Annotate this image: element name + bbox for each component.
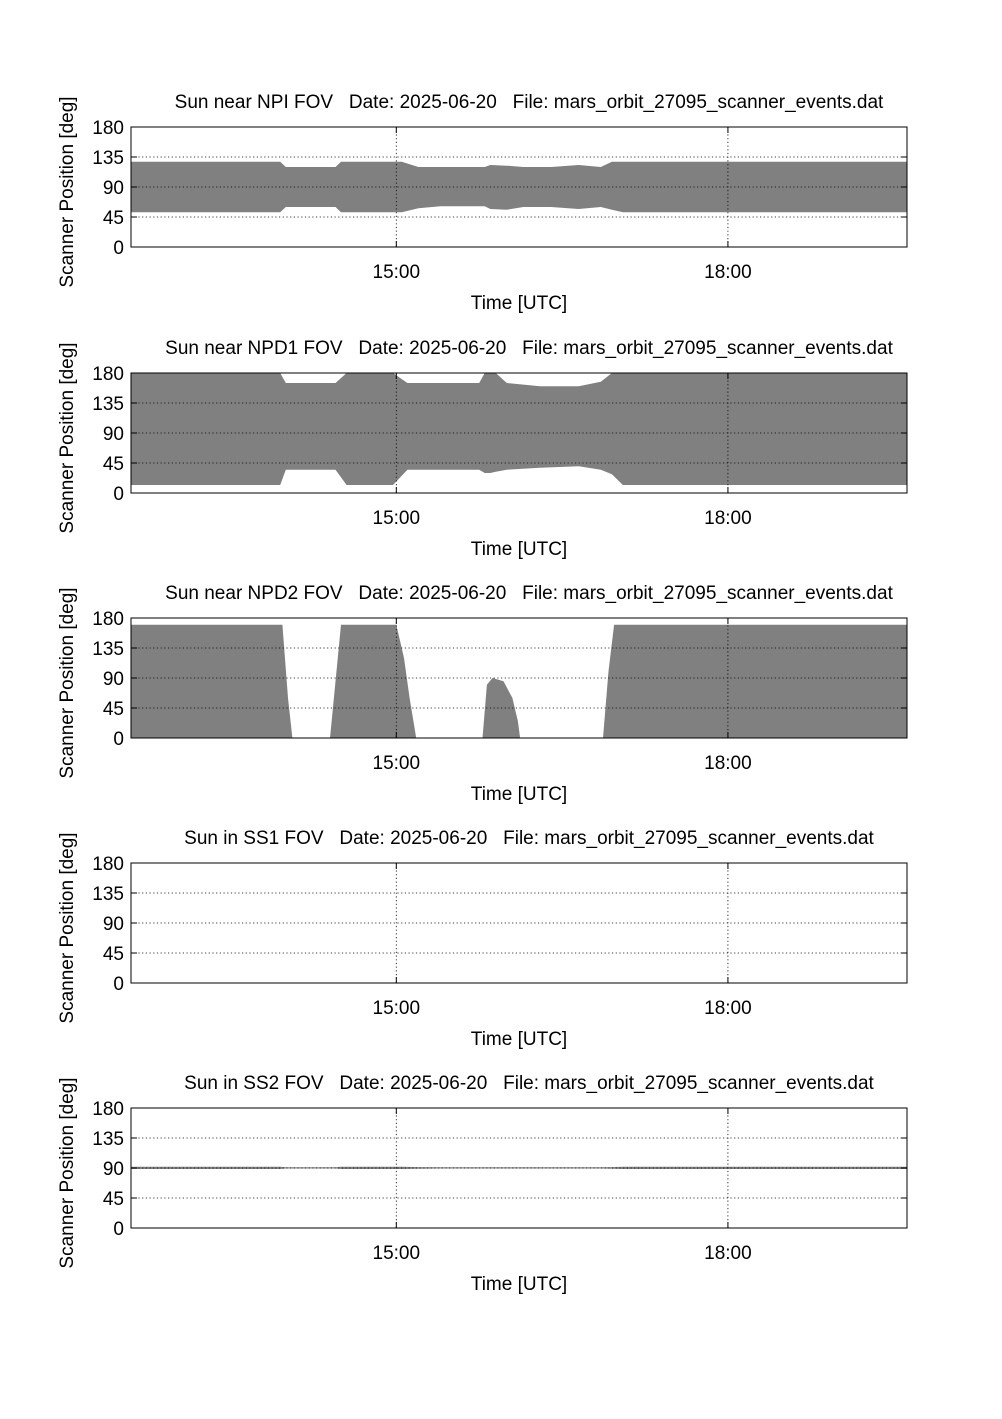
y-tick-label: 90 <box>103 178 124 199</box>
x-tick-label: 18:00 <box>704 1243 752 1264</box>
y-tick-label: 180 <box>92 118 124 139</box>
x-tick-label: 15:00 <box>373 262 421 283</box>
panel-5: 0 45 90 135 180 15:00 18:00 Sun in SS2 FOV Date… <box>57 1073 908 1295</box>
y-tick-label: 45 <box>103 208 124 229</box>
y-tick-label: 0 <box>113 974 124 995</box>
y-tick-label: 90 <box>103 1159 124 1180</box>
y-tick-label: 0 <box>113 238 124 259</box>
panel-2: 0 45 90 135 180 15:00 18:00 Sun near NPD1 FOV D… <box>57 338 908 560</box>
series-area-2 <box>330 624 417 738</box>
x-axis-label: Time [UTC] <box>471 1274 567 1295</box>
series-area-4 <box>603 624 907 738</box>
y-tick-label: 180 <box>92 1099 124 1120</box>
x-tick-label: 18:00 <box>704 508 752 529</box>
x-axis-label: Time [UTC] <box>471 784 567 805</box>
y-tick-label: 90 <box>103 669 124 690</box>
y-tick-label: 45 <box>103 944 124 965</box>
x-axis-label: Time [UTC] <box>471 1029 567 1050</box>
x-tick-label: 15:00 <box>373 1243 421 1264</box>
y-axis-label: Scanner Position [deg] <box>57 96 78 287</box>
x-tick-label: 18:00 <box>704 998 752 1019</box>
panel-title: Sun in SS2 FOV Date: 2025-06-20 File: ma… <box>184 1073 874 1094</box>
y-tick-label: 180 <box>92 364 124 385</box>
y-tick-label: 135 <box>92 639 124 660</box>
y-tick-label: 0 <box>113 1219 124 1240</box>
y-tick-label: 45 <box>103 699 124 720</box>
panel-1: 0 45 90 135 180 15:00 18:00 Sun near NPI FOV Da… <box>57 92 908 314</box>
y-axis-label: Scanner Position [deg] <box>57 342 78 533</box>
y-tick-label: 45 <box>103 1189 124 1210</box>
y-axis-label: Scanner Position [deg] <box>57 587 78 778</box>
y-tick-label: 180 <box>92 854 124 875</box>
y-axis-label: Scanner Position [deg] <box>57 832 78 1023</box>
y-tick-label: 90 <box>103 914 124 935</box>
y-axis-label: Scanner Position [deg] <box>57 1077 78 1268</box>
y-tick-label: 45 <box>103 454 124 475</box>
series-area-1 <box>131 373 907 485</box>
panel-4: 0 45 90 135 180 15:00 18:00 Sun in SS1 FOV Date… <box>57 828 908 1050</box>
panel-title: Sun in SS1 FOV Date: 2025-06-20 File: ma… <box>184 828 874 849</box>
y-tick-label: 135 <box>92 394 124 415</box>
panel-title: Sun near NPD1 FOV Date: 2025-06-20 File:… <box>165 338 893 359</box>
x-tick-label: 15:00 <box>373 753 421 774</box>
y-tick-label: 0 <box>113 729 124 750</box>
series-area-1 <box>131 1166 907 1169</box>
x-axis-label: Time [UTC] <box>471 293 567 314</box>
panel-3: 0 45 90 135 180 15:00 18:00 Sun near NPD2 FOV D… <box>57 583 908 805</box>
panel-title: Sun near NPD2 FOV Date: 2025-06-20 File:… <box>165 583 893 604</box>
panel-title: Sun near NPI FOV Date: 2025-06-20 File: … <box>175 92 884 113</box>
x-tick-label: 18:00 <box>704 262 752 283</box>
series-area-1 <box>131 624 293 738</box>
series-area-1 <box>131 161 907 213</box>
x-tick-label: 15:00 <box>373 998 421 1019</box>
x-axis-label: Time [UTC] <box>471 539 567 560</box>
y-tick-label: 135 <box>92 884 124 905</box>
y-tick-label: 135 <box>92 1129 124 1150</box>
y-tick-label: 0 <box>113 484 124 505</box>
x-tick-label: 18:00 <box>704 753 752 774</box>
y-tick-label: 135 <box>92 148 124 169</box>
x-tick-label: 15:00 <box>373 508 421 529</box>
y-tick-label: 180 <box>92 609 124 630</box>
y-tick-label: 90 <box>103 424 124 445</box>
